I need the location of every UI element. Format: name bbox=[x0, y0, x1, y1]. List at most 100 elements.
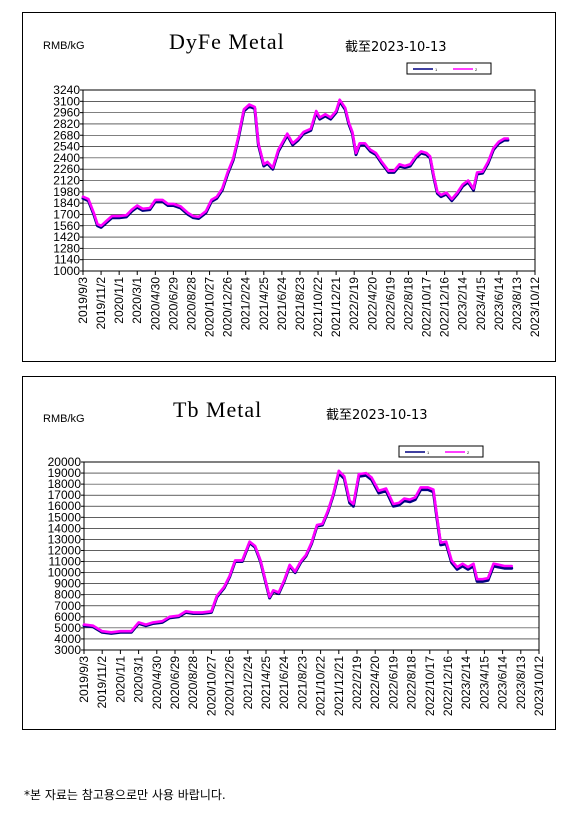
dyfe-y-tick-label: 2960 bbox=[53, 106, 80, 120]
tb-y-tick-label: 10000 bbox=[48, 566, 82, 580]
tb-y-tick-label: 5000 bbox=[54, 621, 81, 635]
dyfe-x-tick-label: 2022/2/19 bbox=[347, 277, 361, 331]
dyfe-x-tick-label: 2021/4/25 bbox=[257, 277, 271, 331]
disclaimer-note: *본 자료는 참고용으로만 사용 바랍니다. bbox=[24, 788, 226, 802]
dyfe-y-tick-label: 1700 bbox=[53, 207, 80, 221]
dyfe-x-tick-label: 2020/3/1 bbox=[130, 277, 144, 324]
tb-x-tick-label: 2023/8/13 bbox=[514, 656, 528, 710]
tb-x-tick-label: 2020/12/26 bbox=[223, 656, 237, 716]
tb-x-tick-label: 2021/2/24 bbox=[241, 656, 255, 710]
dyfe-x-tick-label: 2023/4/15 bbox=[474, 277, 488, 331]
dyfe-y-tick-label: 1000 bbox=[53, 264, 80, 278]
tb-legend-label-2: 2 bbox=[467, 450, 470, 455]
tb-y-tick-label: 16000 bbox=[48, 499, 82, 513]
tb-y-tick-label: 9000 bbox=[54, 577, 81, 591]
tb-x-tick-label: 2020/10/27 bbox=[204, 656, 218, 716]
dyfe-x-tick-label: 2020/10/27 bbox=[203, 277, 217, 337]
tb-plot-area: 3000400050006000700080009000100001100012… bbox=[48, 455, 546, 716]
dyfe-x-tick-label: 2023/10/12 bbox=[528, 277, 542, 337]
tb-chart: RMB/kG Tb Metal 截至2023-10-13 1 2 3000400… bbox=[43, 397, 546, 716]
tb-x-tick-label: 2020/3/1 bbox=[132, 656, 146, 703]
tb-y-tick-label: 20000 bbox=[48, 455, 82, 469]
tb-y-tick-label: 11000 bbox=[49, 555, 82, 569]
tb-y-tick-label: 4000 bbox=[54, 632, 81, 646]
dyfe-y-tick-label: 3240 bbox=[53, 83, 80, 97]
tb-x-tick-label: 2021/6/24 bbox=[277, 656, 291, 710]
tb-y-tick-label: 3000 bbox=[54, 643, 81, 657]
dyfe-plot-area: 1000114012801420156017001840198021202260… bbox=[53, 83, 542, 337]
tb-x-tick-label: 2019/11/2 bbox=[95, 656, 109, 709]
tb-x-tick-label: 2022/12/16 bbox=[441, 656, 455, 716]
tb-x-tick-label: 2023/6/14 bbox=[496, 656, 510, 710]
tb-x-tick-label: 2023/2/14 bbox=[459, 656, 473, 710]
tb-x-tick-label: 2022/10/17 bbox=[423, 656, 437, 716]
dyfe-legend: 1 2 bbox=[406, 62, 492, 75]
dyfe-y-tick-label: 1560 bbox=[53, 219, 80, 233]
dyfe-x-tick-label: 2022/8/18 bbox=[401, 277, 415, 331]
tb-x-tick-label: 2020/8/28 bbox=[186, 656, 200, 710]
dyfe-x-tick-label: 2022/4/20 bbox=[365, 277, 379, 331]
dyfe-x-tick-label: 2023/8/13 bbox=[510, 277, 524, 331]
tb-x-tick-label: 2020/1/1 bbox=[113, 656, 127, 703]
dyfe-x-tick-label: 2021/10/22 bbox=[311, 277, 325, 337]
dyfe-x-tick-label: 2019/9/3 bbox=[76, 277, 90, 324]
dyfe-chart-panel: RMB/kG DyFe Metal 截至2023-10-13 1 2 1000 1… bbox=[22, 12, 556, 362]
dyfe-y-tick-label: 1980 bbox=[53, 185, 80, 199]
tb-y-tick-label: 6000 bbox=[54, 610, 81, 624]
dyfe-legend-label-2: 2 bbox=[475, 67, 478, 72]
dyfe-y-tick-label: 2400 bbox=[53, 151, 80, 165]
tb-plot-frame bbox=[83, 461, 540, 651]
dyfe-y-tick-label: 2820 bbox=[53, 117, 80, 131]
tb-x-tick-label: 2023/10/12 bbox=[532, 656, 546, 716]
tb-chart-title: Tb Metal bbox=[173, 397, 262, 422]
dyfe-legend-label-1: 1 bbox=[435, 67, 438, 72]
tb-x-tick-label: 2022/2/19 bbox=[350, 656, 364, 710]
dyfe-x-tick-label: 2020/1/1 bbox=[112, 277, 126, 324]
tb-x-tick-label: 2020/4/30 bbox=[150, 656, 164, 710]
dyfe-y-tick-label: 1280 bbox=[53, 241, 80, 255]
tb-y-tick-label: 14000 bbox=[48, 521, 82, 535]
dyfe-x-tick-label: 2023/6/14 bbox=[492, 277, 506, 331]
tb-x-tick-label: 2023/4/15 bbox=[477, 656, 491, 710]
dyfe-y-tick-label: 2540 bbox=[53, 140, 80, 154]
dyfe-chart-title: DyFe Metal bbox=[169, 29, 285, 54]
dyfe-x-tick-label: 2020/12/26 bbox=[221, 277, 235, 337]
tb-y-tick-label: 13000 bbox=[48, 532, 82, 546]
tb-y-tick-label: 19000 bbox=[48, 466, 82, 480]
tb-x-tick-label: 2021/12/21 bbox=[332, 656, 346, 716]
tb-unit-label: RMB/kG bbox=[43, 413, 85, 425]
dyfe-chart: RMB/kG DyFe Metal 截至2023-10-13 1 2 10001… bbox=[43, 29, 542, 337]
dyfe-x-tick-label: 2022/12/16 bbox=[438, 277, 452, 337]
tb-series-line-2 bbox=[82, 469, 513, 634]
dyfe-date-label: 截至2023-10-13 bbox=[345, 40, 447, 55]
tb-x-tick-label: 2021/4/25 bbox=[259, 656, 273, 710]
dyfe-y-tick-label: 1140 bbox=[54, 253, 80, 267]
tb-x-tick-label: 2022/6/19 bbox=[386, 656, 400, 710]
tb-x-tick-label: 2022/4/20 bbox=[368, 656, 382, 710]
tb-y-tick-label: 7000 bbox=[54, 599, 81, 613]
tb-date-label: 截至2023-10-13 bbox=[326, 408, 428, 423]
dyfe-y-tick-label: 2260 bbox=[53, 162, 80, 176]
tb-x-tick-label: 2020/6/29 bbox=[168, 656, 182, 710]
tb-x-tick-label: 2022/8/18 bbox=[405, 656, 419, 710]
dyfe-x-tick-label: 2020/6/29 bbox=[166, 277, 180, 331]
dyfe-y-tick-label: 2120 bbox=[53, 174, 80, 188]
dyfe-unit-label: RMB/kG bbox=[43, 40, 85, 52]
dyfe-y-tick-label: 2680 bbox=[53, 128, 80, 142]
dyfe-x-tick-label: 2021/2/24 bbox=[239, 277, 253, 331]
tb-chart-panel: RMB/kG Tb Metal 截至2023-10-13 1 2 3000 400… bbox=[22, 376, 556, 730]
tb-y-tick-label: 18000 bbox=[48, 477, 82, 491]
tb-x-tick-label: 2021/8/23 bbox=[295, 656, 309, 710]
dyfe-x-tick-label: 2021/12/21 bbox=[329, 277, 343, 337]
tb-legend: 1 2 bbox=[398, 445, 484, 458]
tb-y-tick-label: 17000 bbox=[48, 488, 82, 502]
tb-legend-label-1: 1 bbox=[427, 450, 430, 455]
tb-y-tick-label: 15000 bbox=[48, 510, 82, 524]
dyfe-series-line-2 bbox=[81, 98, 510, 228]
dyfe-x-tick-label: 2021/8/23 bbox=[293, 277, 307, 331]
tb-y-tick-label: 8000 bbox=[54, 588, 81, 602]
dyfe-x-tick-label: 2022/10/17 bbox=[420, 277, 434, 337]
dyfe-x-tick-label: 2020/4/30 bbox=[148, 277, 162, 331]
dyfe-x-tick-label: 2023/2/14 bbox=[456, 277, 470, 331]
tb-y-tick-label: 12000 bbox=[48, 543, 82, 557]
